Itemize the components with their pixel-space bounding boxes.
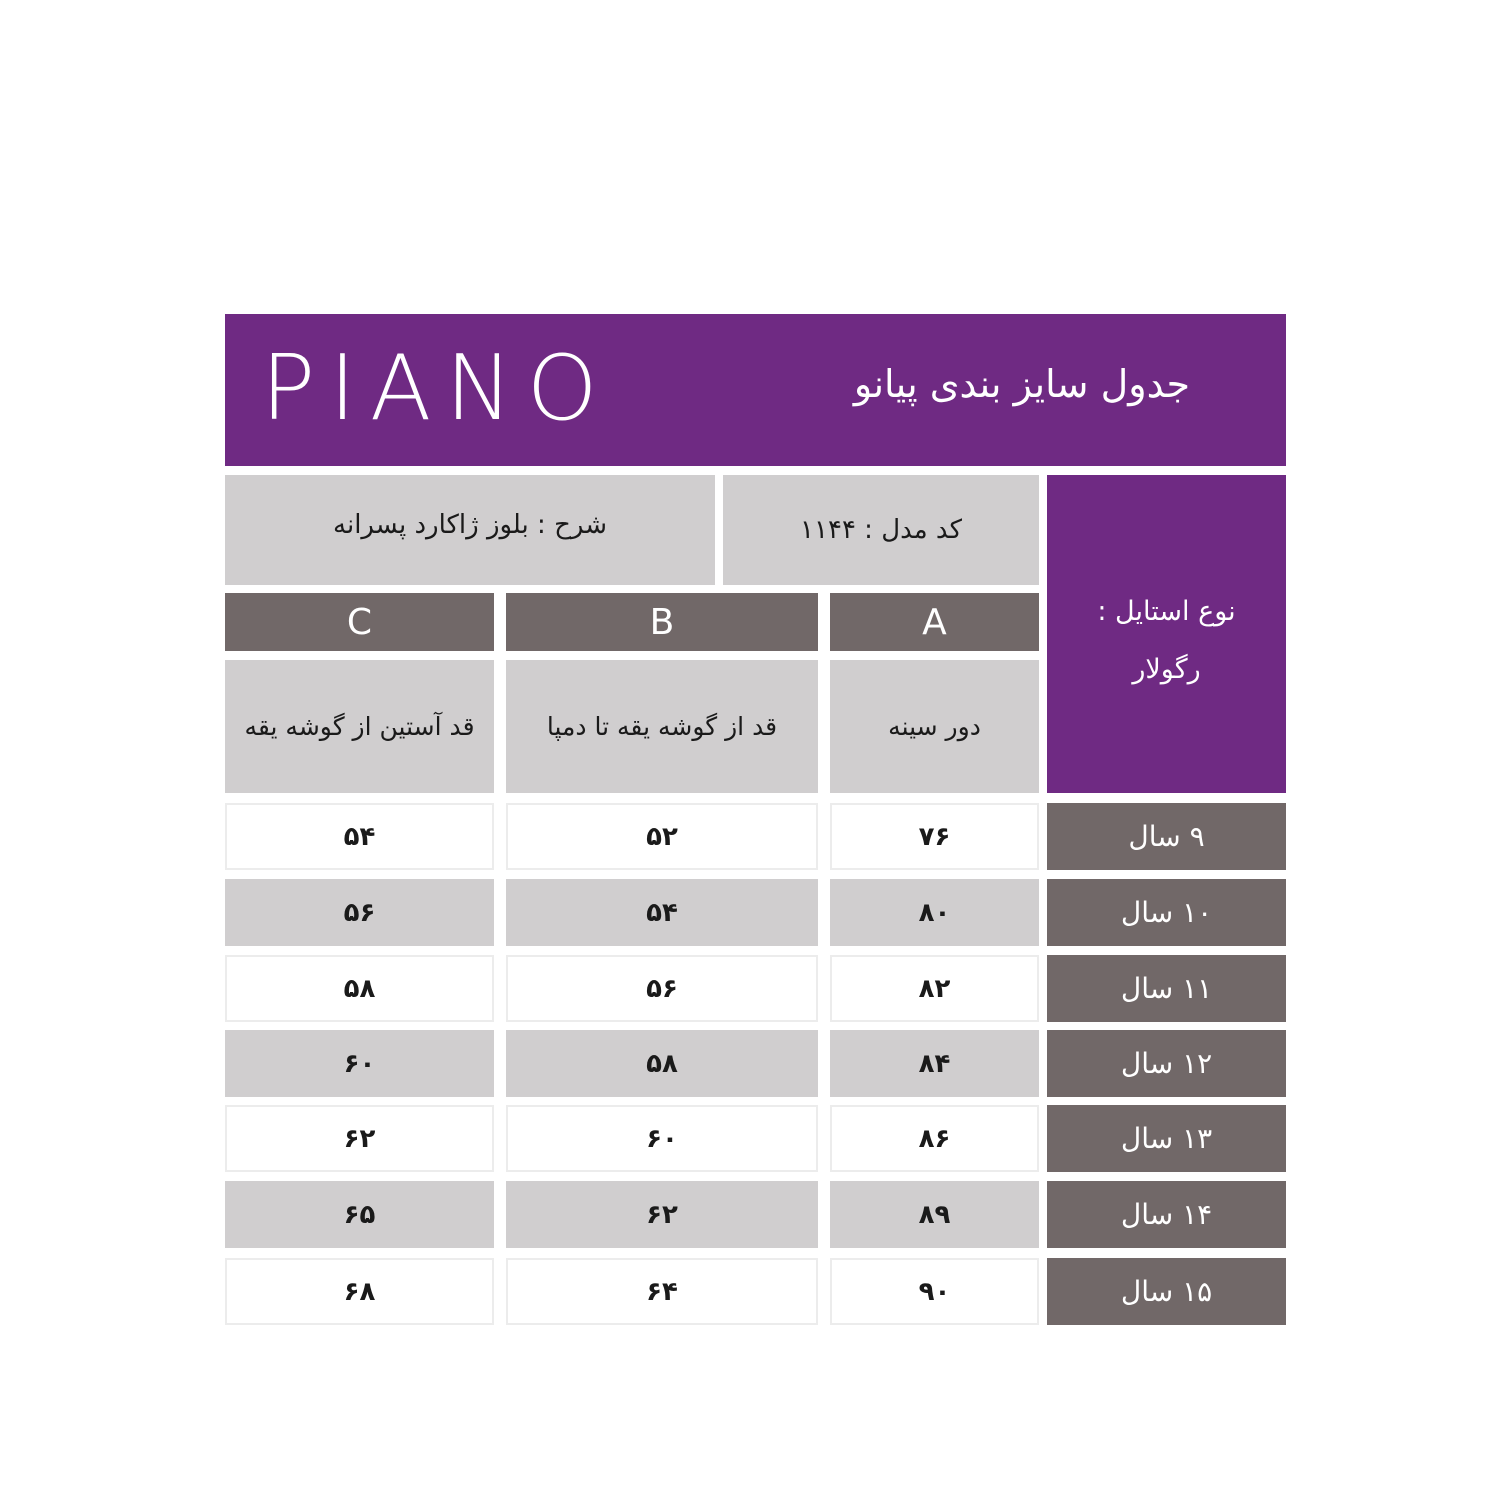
age-label-cell: ۹ سال — [1047, 803, 1286, 870]
column-label-a: دور سینه — [830, 660, 1039, 793]
column-letter-a: A — [830, 593, 1039, 651]
measurement-cell-b: ۵۴ — [506, 879, 818, 946]
measurement-cell-b: ۶۴ — [506, 1258, 818, 1325]
measurement-cell-a: ۸۶ — [830, 1105, 1039, 1172]
column-letter-c: C — [225, 593, 494, 651]
measurement-cell-a: ۹۰ — [830, 1258, 1039, 1325]
measurement-cell-c: ۵۸ — [225, 955, 494, 1022]
age-label-cell: ۱۲ سال — [1047, 1030, 1286, 1097]
measurement-cell-b: ۶۲ — [506, 1181, 818, 1248]
age-label-cell: ۱۰ سال — [1047, 879, 1286, 946]
style-label: نوع استایل : — [1097, 596, 1236, 627]
measurement-cell-a: ۸۰ — [830, 879, 1039, 946]
age-label-cell: ۱۳ سال — [1047, 1105, 1286, 1172]
description-cell: شرح : بلوز ژاکارد پسرانه — [225, 475, 715, 585]
model-code-cell: کد مدل : ۱۱۴۴ — [723, 475, 1039, 585]
measurement-cell-c: ۶۵ — [225, 1181, 494, 1248]
measurement-cell-a: ۷۶ — [830, 803, 1039, 870]
column-label-c: قد آستین از گوشه یقه — [225, 660, 494, 793]
measurement-cell-b: ۵۸ — [506, 1030, 818, 1097]
style-type-cell: نوع استایل : رگولار — [1047, 475, 1286, 793]
page-title: جدول سایز بندی پیانو — [853, 362, 1190, 406]
age-label-cell: ۱۵ سال — [1047, 1258, 1286, 1325]
measurement-cell-b: ۵۶ — [506, 955, 818, 1022]
brand-logo: PIANO — [261, 336, 612, 441]
measurement-cell-b: ۵۲ — [506, 803, 818, 870]
measurement-cell-c: ۶۰ — [225, 1030, 494, 1097]
column-label-b: قد از گوشه یقه تا دمپا — [506, 660, 818, 793]
measurement-cell-c: ۵۶ — [225, 879, 494, 946]
header-banner: PIANO جدول سایز بندی پیانو — [225, 314, 1286, 466]
measurement-cell-b: ۶۰ — [506, 1105, 818, 1172]
measurement-cell-c: ۵۴ — [225, 803, 494, 870]
column-letter-b: B — [506, 593, 818, 651]
measurement-cell-a: ۸۹ — [830, 1181, 1039, 1248]
age-label-cell: ۱۴ سال — [1047, 1181, 1286, 1248]
age-label-cell: ۱۱ سال — [1047, 955, 1286, 1022]
measurement-cell-c: ۶۸ — [225, 1258, 494, 1325]
measurement-cell-a: ۸۲ — [830, 955, 1039, 1022]
measurement-cell-a: ۸۴ — [830, 1030, 1039, 1097]
style-value: رگولار — [1132, 654, 1201, 685]
measurement-cell-c: ۶۲ — [225, 1105, 494, 1172]
